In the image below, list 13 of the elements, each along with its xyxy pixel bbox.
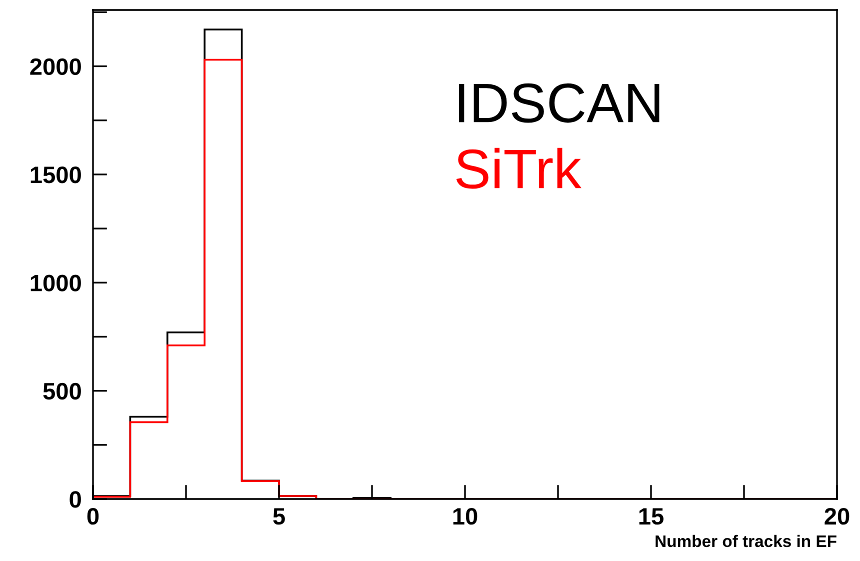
y-tick-label: 2000 [30,58,81,76]
y-tick-label: 500 [43,382,81,400]
x-tick-label: 15 [639,508,664,525]
x-axis-title: Number of tracks in EF [656,534,836,548]
x-tick-label: 5 [273,508,285,525]
y-tick-label: 1000 [30,274,81,292]
text: IDSCAN [458,83,660,123]
y-tick-label: 0 [70,491,81,508]
y-tick-label: 1500 [30,166,81,184]
x-tick-label: 0 [87,508,99,525]
x-tick-label: 10 [453,508,478,525]
x-tick-label: 20 [824,508,850,525]
text: SiTrk [456,148,582,189]
